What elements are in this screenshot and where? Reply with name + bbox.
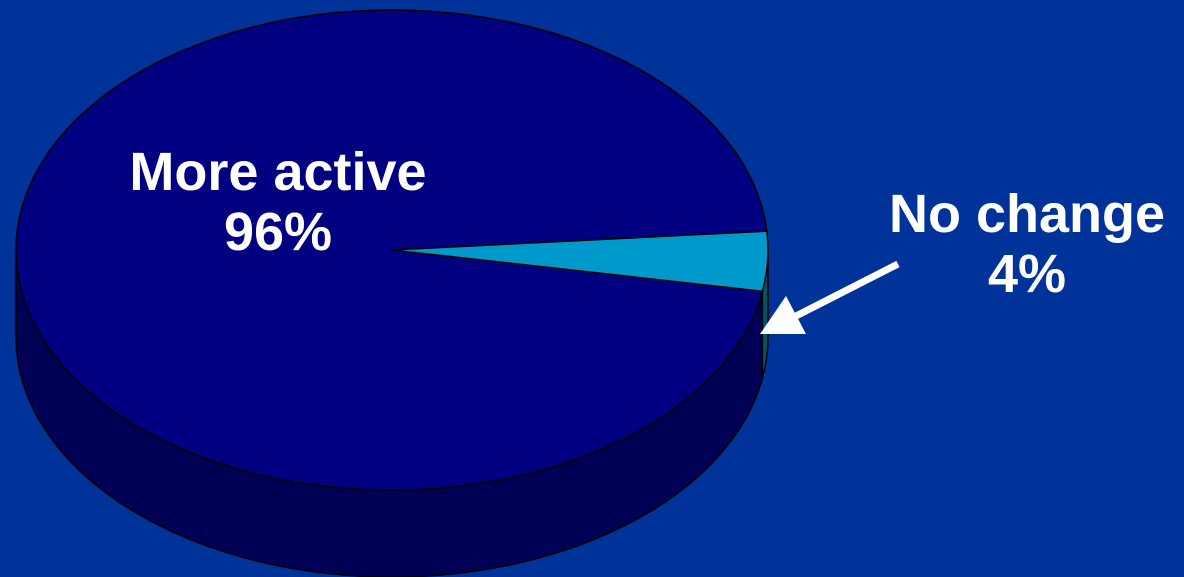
slice-label-no-change: No change 4% bbox=[870, 184, 1184, 304]
pie-slice-more-active bbox=[15, 9, 768, 491]
pie-slice-no-change bbox=[391, 230, 769, 293]
callout-arrow-no-change bbox=[760, 260, 900, 334]
slice-name-no-change: No change bbox=[888, 184, 1166, 244]
slice-name-more-active: More active bbox=[129, 142, 427, 202]
slice-label-more-active: More active 96% bbox=[108, 142, 448, 262]
slice-value-more-active: 96% bbox=[223, 202, 333, 262]
slice-value-no-change: 4% bbox=[987, 244, 1067, 304]
